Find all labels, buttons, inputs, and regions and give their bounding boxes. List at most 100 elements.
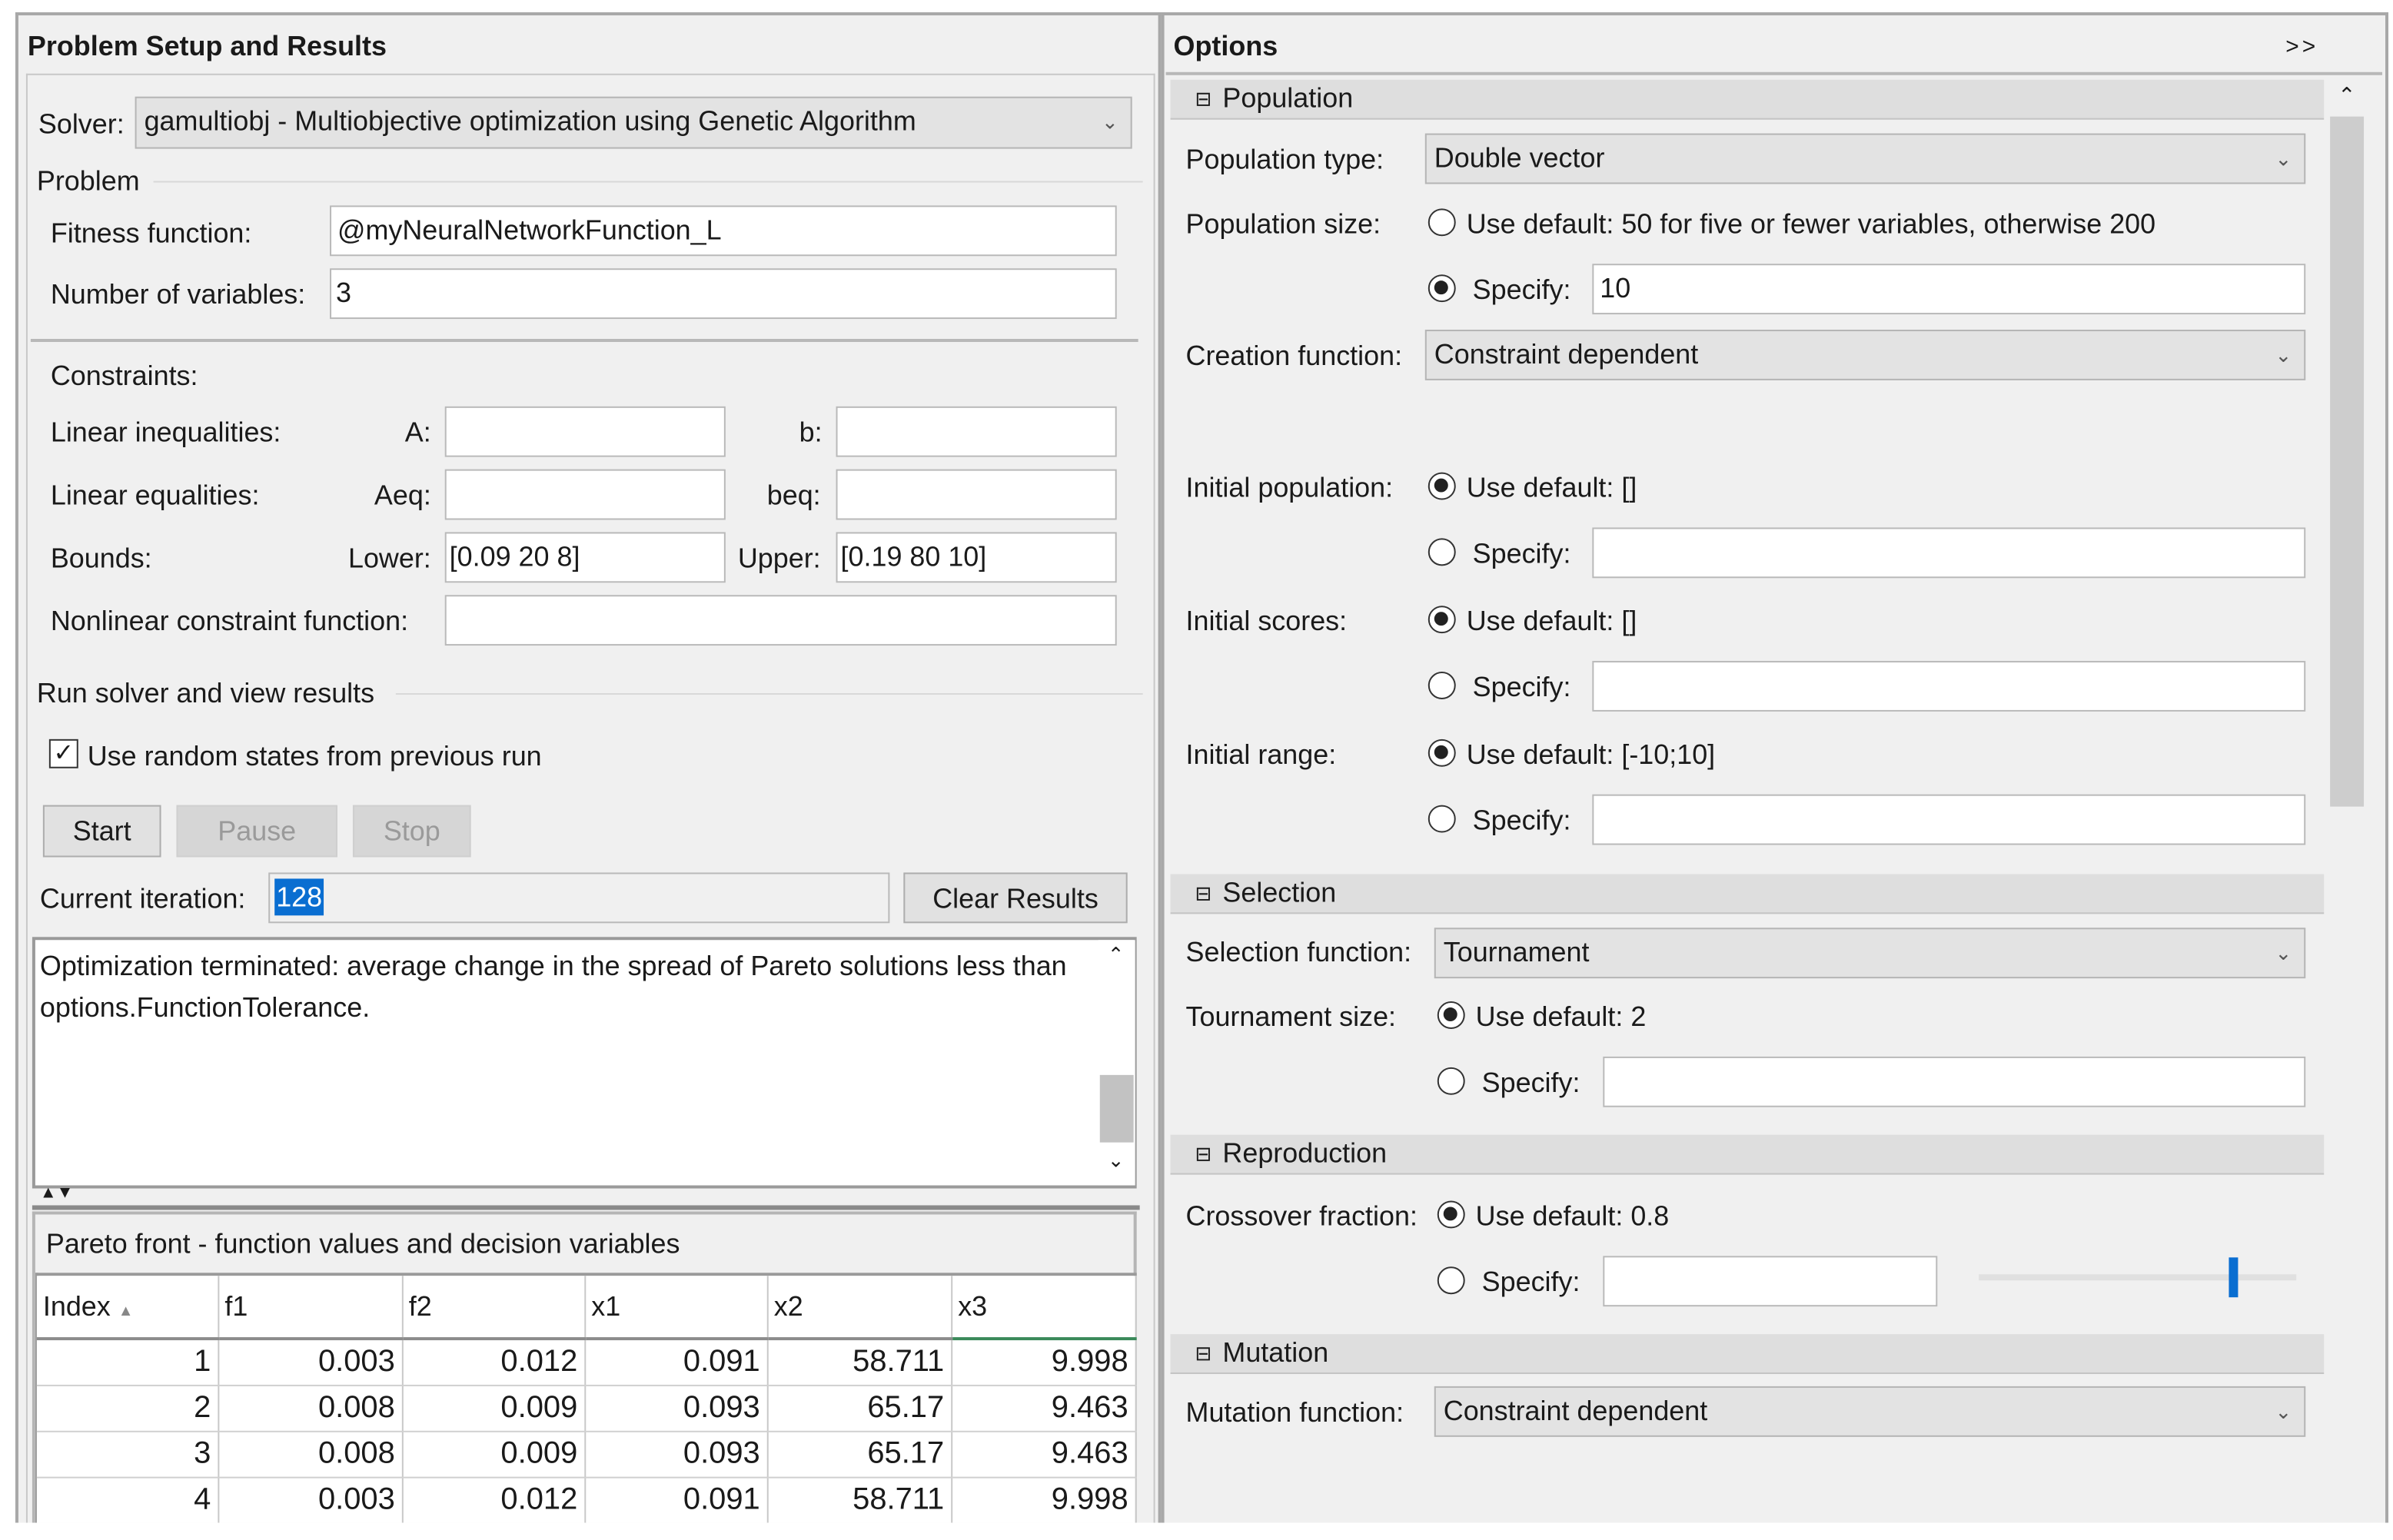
specify-label: Specify: [1472, 538, 1571, 569]
initial-range-default-label: Use default: [-10;10] [1466, 738, 1716, 770]
crossover-default-label: Use default: 0.8 [1475, 1200, 1670, 1232]
mutation-function-dropdown[interactable]: Constraint dependent ⌄ [1434, 1386, 2306, 1437]
solver-dropdown[interactable]: gamultiobj - Multiobjective optimization… [135, 96, 1132, 149]
stop-button[interactable]: Stop [352, 805, 471, 858]
options-scrollbar[interactable]: ⌃ [2327, 79, 2368, 1531]
lin-eq-label: Linear equalities: [50, 480, 260, 511]
scroll-up-icon[interactable]: ⌃ [1107, 943, 1125, 967]
iteration-label: Current iteration: [39, 883, 246, 914]
column-label: Index [42, 1290, 111, 1322]
scroll-thumb[interactable] [1099, 1074, 1134, 1143]
upper-bounds-input[interactable]: [0.19 80 10] [836, 532, 1117, 583]
initial-scores-label: Initial scores: [1185, 606, 1348, 637]
random-states-checkbox[interactable]: ✓ [48, 738, 78, 768]
reproduction-section-header[interactable]: ⊟ Reproduction [1170, 1134, 2325, 1175]
beq-input[interactable] [836, 469, 1117, 520]
column-header-index[interactable]: Index ▲ [36, 1276, 219, 1341]
status-message: Optimization terminated: average change … [39, 951, 1067, 1023]
tournament-size-input[interactable] [1603, 1056, 2306, 1107]
nvars-input[interactable]: 3 [330, 268, 1117, 320]
column-header-x3[interactable]: x3 [951, 1276, 1136, 1341]
Aeq-input[interactable] [444, 469, 726, 520]
divider [395, 692, 1143, 695]
table-cell-f1: 0.003 [218, 1477, 403, 1525]
iteration-field[interactable]: 128 [268, 872, 890, 924]
pause-button[interactable]: Pause [176, 805, 338, 858]
pareto-table: Index ▲ f1 f2 x1 x2 x3 1 0.003 0.012 0.091 5… [36, 1276, 1136, 1525]
A-label: A: [404, 417, 431, 448]
initial-population-input[interactable] [1592, 527, 2306, 579]
initial-population-specify-radio[interactable] [1427, 538, 1456, 566]
message-scrollbar[interactable]: ⌃ ⌄ [1098, 940, 1135, 1186]
scroll-down-icon[interactable]: ⌄ [1107, 1148, 1125, 1172]
tournament-size-specify-radio[interactable] [1437, 1067, 1465, 1095]
table-row[interactable]: 3 0.008 0.009 0.093 65.17 9.463 [36, 1431, 1136, 1479]
upper-label: Upper: [737, 543, 821, 574]
solver-value: gamultiobj - Multiobjective optimization… [144, 105, 916, 137]
b-label: b: [799, 417, 823, 448]
start-button[interactable]: Start [42, 805, 161, 858]
sort-ascending-icon: ▲ [118, 1303, 134, 1320]
column-header-f1[interactable]: f1 [218, 1276, 403, 1341]
divider [1165, 71, 2383, 75]
initial-scores-input[interactable] [1592, 661, 2306, 712]
creation-function-dropdown[interactable]: Constraint dependent ⌄ [1424, 330, 2306, 380]
selection-header-label: Selection [1222, 877, 1337, 908]
message-box[interactable]: Optimization terminated: average change … [32, 937, 1137, 1189]
table-cell-index: 4 [36, 1477, 219, 1525]
table-row[interactable]: 1 0.003 0.012 0.091 58.711 9.998 [36, 1339, 1136, 1386]
initial-range-specify-radio[interactable] [1427, 805, 1456, 833]
column-header-x2[interactable]: x2 [766, 1276, 952, 1341]
initial-population-default-radio[interactable] [1427, 472, 1456, 500]
population-size-label: Population size: [1185, 208, 1381, 240]
column-header-x1[interactable]: x1 [584, 1276, 768, 1341]
initial-scores-default-label: Use default: [] [1466, 606, 1637, 637]
creation-function-value: Constraint dependent [1434, 339, 1699, 370]
selection-function-dropdown[interactable]: Tournament ⌄ [1434, 928, 2306, 979]
clear-results-button[interactable]: Clear Results [903, 872, 1128, 924]
selection-section-header[interactable]: ⊟ Selection [1170, 874, 2325, 914]
reproduction-header-label: Reproduction [1222, 1137, 1388, 1169]
table-cell-x3: 9.998 [951, 1339, 1136, 1386]
expand-button[interactable]: >> [2285, 33, 2319, 60]
mutation-section-header[interactable]: ⊟ Mutation [1170, 1334, 2325, 1374]
splitter-arrows-icon[interactable]: ▲▼ [39, 1183, 74, 1203]
lower-bounds-input[interactable]: [0.09 20 8] [444, 532, 726, 583]
crossover-default-radio[interactable] [1437, 1200, 1465, 1229]
tournament-size-default-radio[interactable] [1437, 1001, 1465, 1029]
splitter[interactable] [32, 1205, 1140, 1210]
population-type-label: Population type: [1185, 144, 1384, 175]
population-size-specify-radio[interactable] [1427, 274, 1456, 303]
population-section-header[interactable]: ⊟ Population [1170, 79, 2325, 120]
scroll-up-icon[interactable]: ⌃ [2338, 82, 2356, 108]
crossover-slider[interactable] [1979, 1257, 2297, 1298]
initial-range-default-radio[interactable] [1427, 738, 1456, 767]
table-row[interactable]: 4 0.003 0.012 0.091 58.711 9.998 [36, 1477, 1136, 1525]
population-size-default-radio[interactable] [1427, 208, 1456, 237]
initial-range-input[interactable] [1592, 794, 2306, 845]
nvars-label: Number of variables: [50, 279, 306, 310]
fitness-function-input[interactable]: @myNeuralNetworkFunction_L [330, 205, 1117, 257]
slider-thumb[interactable] [2228, 1257, 2238, 1298]
creation-function-label: Creation function: [1185, 340, 1403, 371]
crossover-specify-radio[interactable] [1437, 1266, 1465, 1295]
clear-results-label: Clear Results [932, 883, 1098, 914]
table-cell-x2: 58.711 [766, 1477, 952, 1525]
table-cell-f2: 0.012 [401, 1339, 586, 1386]
pause-label: Pause [218, 815, 297, 847]
column-header-f2[interactable]: f2 [401, 1276, 586, 1341]
crossover-input[interactable] [1603, 1256, 1938, 1307]
A-input[interactable] [444, 406, 726, 457]
nonlcon-input[interactable] [444, 595, 1117, 646]
b-input[interactable] [836, 406, 1117, 457]
initial-scores-default-radio[interactable] [1427, 606, 1456, 634]
table-cell-x3: 9.463 [951, 1385, 1136, 1432]
scroll-thumb[interactable] [2330, 116, 2365, 807]
Aeq-label: Aeq: [374, 480, 431, 511]
initial-scores-specify-radio[interactable] [1427, 672, 1456, 699]
table-row[interactable]: 2 0.008 0.009 0.093 65.17 9.463 [36, 1385, 1136, 1432]
population-size-input[interactable]: 10 [1592, 264, 2306, 315]
population-type-dropdown[interactable]: Double vector ⌄ [1424, 133, 2306, 184]
collapse-icon: ⊟ [1195, 881, 1212, 905]
mutation-function-value: Constraint dependent [1443, 1395, 1708, 1426]
